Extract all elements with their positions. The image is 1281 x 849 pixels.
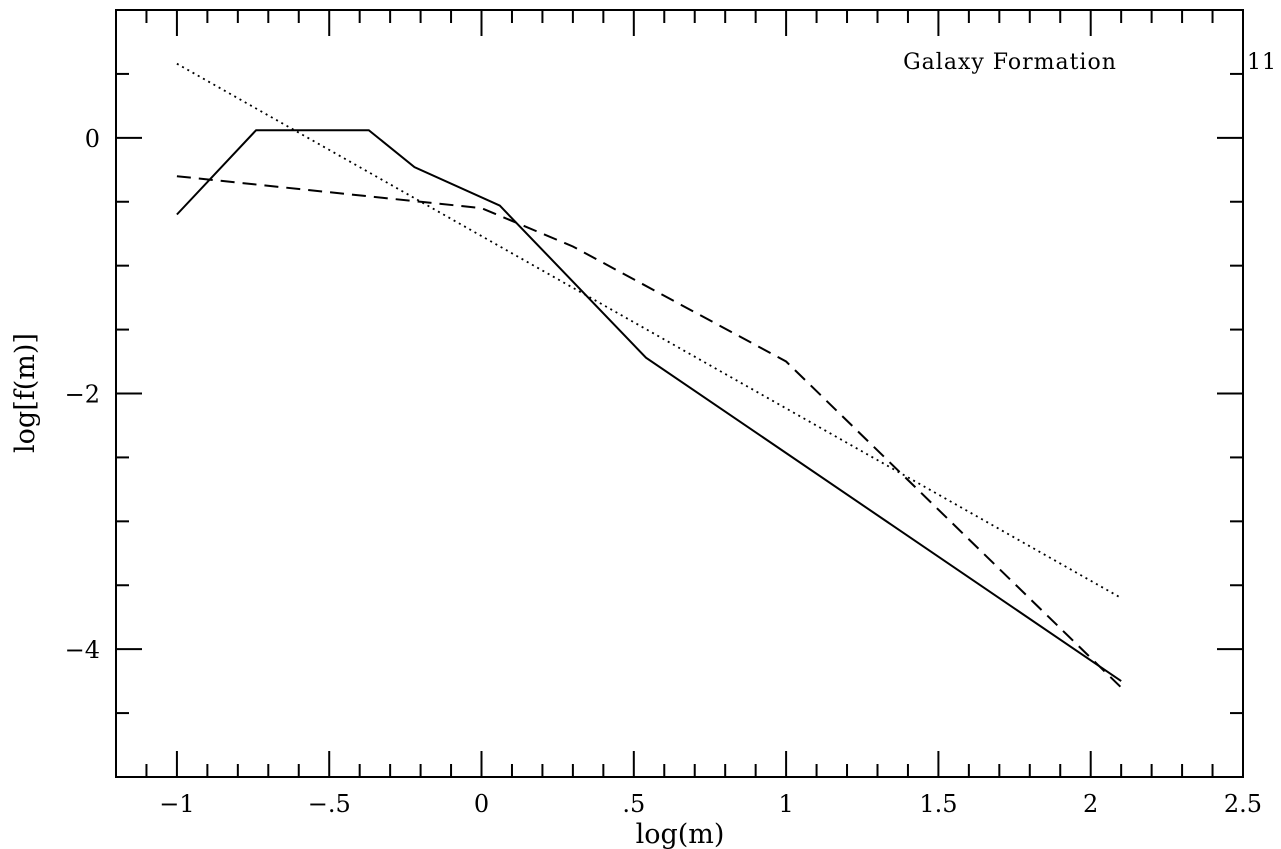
x-tick-label: 1.5 xyxy=(919,790,957,818)
x-tick-label: −.5 xyxy=(308,790,351,818)
x-tick-label: −1 xyxy=(159,790,194,818)
y-tick-labels: 0 −2 −4 xyxy=(65,125,100,664)
series-line-dashed xyxy=(176,175,1122,689)
series-line-solid xyxy=(176,129,1122,682)
x-tick-label: 2.5 xyxy=(1224,790,1262,818)
x-axis-label: log(m) xyxy=(636,819,725,849)
x-tick-label: .5 xyxy=(622,790,645,818)
header-annotation: Galaxy Formation xyxy=(903,50,1117,75)
x-tick-label: 2 xyxy=(1083,790,1098,818)
x-tick-label: 1 xyxy=(778,790,793,818)
page-number: 11 xyxy=(1247,50,1277,75)
y-axis-label: log[f(m)] xyxy=(10,333,41,453)
series-line-dotted xyxy=(176,62,1122,599)
x-tick-labels: −1 −.5 0 .5 1 1.5 2 2.5 xyxy=(159,790,1262,818)
axis-ticks xyxy=(115,9,1244,778)
plot-frame xyxy=(115,9,1244,778)
x-tick-label: 0 xyxy=(474,790,489,818)
y-tick-label: −4 xyxy=(65,636,100,664)
y-tick-label: 0 xyxy=(85,125,100,153)
y-tick-label: −2 xyxy=(65,381,100,409)
series-lines xyxy=(176,62,1122,689)
